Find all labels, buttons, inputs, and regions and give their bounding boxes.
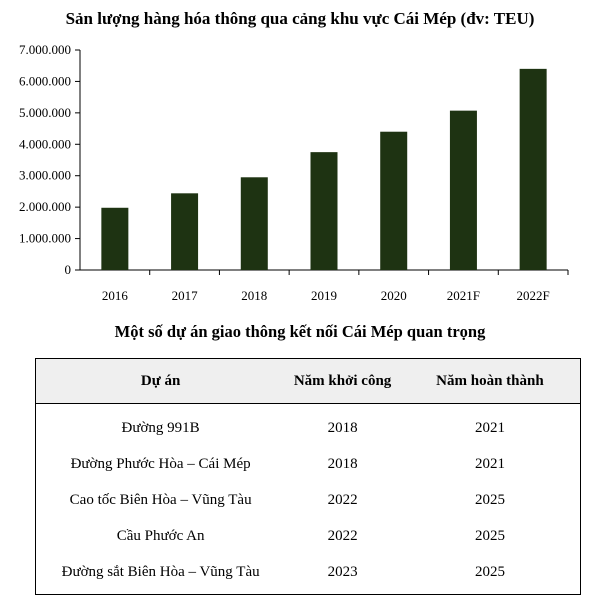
- start-year: 2022: [327, 491, 358, 508]
- bar: [240, 177, 268, 270]
- y-tick-label: 1.000.000: [19, 231, 71, 246]
- project-name: Cầu Phước An: [116, 527, 205, 544]
- table-row: Đường sắt Biên Hòa – Vũng Tàu 2023 2025: [36, 554, 581, 595]
- end-year: 2021: [474, 419, 505, 436]
- end-year: 2025: [474, 563, 505, 580]
- bar: [519, 68, 547, 270]
- projects-table: Dự án Năm khởi công Năm hoàn thành Đường…: [35, 358, 581, 595]
- start-year: 2018: [327, 419, 358, 436]
- y-tick-label: 0: [65, 262, 72, 277]
- table-header-row: Dự án Năm khởi công Năm hoàn thành: [35, 358, 581, 404]
- end-year: 2025: [474, 491, 505, 508]
- start-year: 2018: [327, 455, 358, 472]
- y-tick-label: 2.000.000: [19, 199, 71, 214]
- table-row: Cao tốc Biên Hòa – Vũng Tàu 2022 2025: [36, 482, 581, 518]
- project-name: Đường sắt Biên Hòa – Vũng Tàu: [61, 563, 260, 580]
- x-tick-label: 2019: [311, 288, 337, 303]
- project-name: Đường Phước Hòa – Cái Mép: [70, 455, 251, 472]
- x-tick-label: 2022F: [517, 288, 550, 303]
- bar: [171, 193, 199, 270]
- end-year: 2025: [474, 527, 505, 544]
- bar-chart: 0 1.000.000 2.000.000 3.000.000 4.000.000 5.0…: [19, 42, 569, 303]
- project-name: Cao tốc Biên Hòa – Vũng Tàu: [69, 491, 252, 508]
- table-row: Đường Phước Hòa – Cái Mép 2018 2021: [36, 446, 581, 482]
- x-tick-label: 2021F: [447, 288, 480, 303]
- bar: [380, 131, 408, 270]
- start-year: 2022: [327, 527, 358, 544]
- y-tick-label: 7.000.000: [19, 42, 71, 57]
- project-name: Đường 991B: [121, 419, 200, 436]
- header-end-year: Năm hoàn thành: [399, 358, 581, 404]
- x-tick-label: 2020: [381, 288, 407, 303]
- chart-title: Sản lượng hàng hóa thông qua cảng khu vự…: [65, 9, 535, 28]
- bar: [449, 110, 477, 271]
- table-row: Đường 991B 2018 2021: [36, 404, 581, 447]
- bar: [310, 152, 338, 270]
- header-project: Dự án: [35, 358, 286, 404]
- table-title: Một số dự án giao thông kết nối Cái Mép …: [114, 322, 486, 341]
- x-tick-label: 2018: [241, 288, 267, 303]
- y-tick-label: 5.000.000: [19, 105, 71, 120]
- header-start-year: Năm khởi công: [285, 358, 400, 404]
- table-row: Cầu Phước An 2022 2025: [36, 518, 581, 554]
- start-year: 2023: [327, 563, 358, 580]
- bar: [101, 207, 129, 270]
- x-tick-label: 2016: [102, 288, 129, 303]
- y-tick-label: 3.000.000: [19, 168, 71, 183]
- end-year: 2021: [474, 455, 505, 472]
- x-tick-label: 2017: [172, 288, 199, 303]
- y-tick-label: 6.000.000: [19, 73, 71, 88]
- y-tick-label: 4.000.000: [19, 136, 71, 151]
